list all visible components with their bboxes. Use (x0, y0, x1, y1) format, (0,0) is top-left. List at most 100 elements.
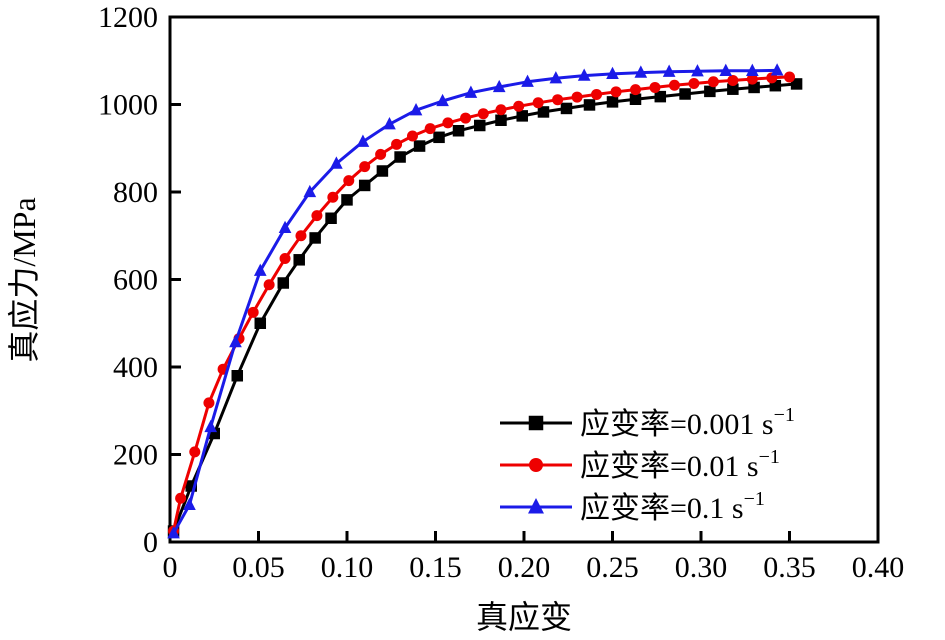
y-tick-label: 1000 (98, 89, 158, 122)
series-marker-1 (727, 74, 739, 86)
x-axis-title: 真应变 (476, 599, 572, 635)
y-tick-label: 200 (113, 439, 158, 472)
series-marker-1 (424, 123, 436, 135)
series-marker-2 (278, 220, 292, 234)
series-marker-0 (727, 83, 739, 95)
series-marker-0 (208, 427, 220, 440)
series-marker-0 (537, 106, 550, 118)
series-marker-0 (654, 90, 667, 103)
series-marker-0 (679, 88, 691, 100)
series-marker-2 (549, 71, 563, 84)
series-marker-1 (279, 253, 291, 264)
series-marker-1 (442, 117, 454, 129)
x-tick-label: 0.20 (498, 551, 551, 584)
series-marker-0 (293, 254, 305, 266)
series-marker-2 (229, 334, 242, 348)
series-marker-0 (474, 119, 486, 132)
series-marker-1 (247, 306, 259, 318)
series-marker-2 (204, 419, 218, 433)
series-marker-2 (577, 68, 591, 81)
series-marker-0 (358, 179, 371, 192)
x-tick-label: 0.15 (409, 551, 462, 584)
series-marker-2 (606, 66, 619, 80)
series-marker-1 (746, 73, 758, 85)
y-tick-label: 1200 (98, 1, 158, 34)
legend-marker-1 (529, 458, 543, 472)
series-marker-2 (303, 184, 317, 198)
series-marker-0 (394, 151, 406, 163)
series-marker-2 (770, 63, 784, 76)
series-marker-0 (231, 370, 244, 382)
series-marker-2 (492, 79, 506, 93)
x-tick-label: 0.05 (232, 551, 285, 584)
x-tick-label: 0.35 (763, 551, 816, 584)
series-marker-1 (406, 130, 418, 142)
series-marker-0 (629, 93, 642, 105)
series-marker-1 (203, 397, 215, 409)
series-marker-1 (688, 78, 700, 89)
series-marker-1 (391, 138, 403, 150)
series-marker-1 (649, 81, 661, 93)
series-marker-2 (383, 117, 396, 130)
series-marker-1 (311, 210, 323, 222)
series-marker-0 (185, 480, 197, 492)
x-tick-label: 0.30 (675, 551, 728, 584)
series-marker-2 (662, 64, 676, 77)
series-marker-0 (790, 78, 803, 90)
series-marker-0 (495, 114, 507, 126)
series-marker-1 (707, 76, 719, 88)
series-marker-1 (263, 279, 275, 291)
series-marker-0 (277, 277, 290, 289)
series-marker-2 (253, 263, 267, 276)
series-marker-0 (309, 232, 321, 244)
series-marker-2 (719, 63, 733, 76)
x-tick-label: 0.10 (321, 551, 374, 584)
legend-marker-0 (528, 415, 544, 431)
series-marker-0 (583, 99, 596, 111)
series-marker-2 (183, 497, 196, 510)
series-marker-0 (516, 110, 528, 122)
y-tick-label: 800 (113, 176, 158, 209)
x-tick-label: 0.40 (852, 551, 905, 584)
series-marker-0 (704, 85, 716, 98)
series-marker-1 (359, 161, 371, 173)
series-marker-0 (376, 165, 389, 177)
series-marker-0 (748, 81, 760, 94)
series-marker-1 (375, 148, 387, 160)
legend-label-superscript: −1 (759, 446, 780, 468)
series-marker-1 (295, 230, 307, 242)
y-tick-label: 600 (113, 264, 158, 297)
series-marker-0 (341, 194, 353, 206)
series-marker-2 (409, 103, 423, 116)
legend-label: 应变率=0.1 s−1 (580, 488, 765, 525)
series-marker-2 (167, 526, 180, 539)
legend-marker-2 (528, 498, 544, 514)
series-marker-0 (433, 131, 445, 144)
series-marker-0 (769, 79, 782, 92)
series-marker-0 (560, 102, 573, 115)
series-marker-1 (784, 71, 795, 83)
legend-label-superscript: −1 (744, 488, 765, 510)
series-marker-1 (189, 446, 201, 458)
y-tick-label: 400 (113, 351, 158, 384)
series-marker-1 (571, 91, 583, 103)
series-marker-1 (460, 112, 472, 124)
series-marker-1 (477, 108, 489, 120)
axes-frame (168, 15, 880, 544)
series-marker-2 (330, 156, 343, 169)
series-marker-1 (327, 191, 339, 203)
x-tick-label: 0 (163, 551, 178, 584)
legend-label: 应变率=0.01 s−1 (580, 446, 780, 483)
series-marker-1 (175, 492, 187, 504)
series-marker-2 (691, 64, 704, 77)
series-marker-2 (464, 85, 478, 98)
series-marker-1 (591, 88, 603, 100)
legend-label-superscript: −1 (774, 404, 795, 426)
series-marker-0 (254, 317, 267, 329)
x-tick-label: 0.25 (586, 551, 639, 584)
series-marker-2 (521, 74, 534, 87)
series-marker-0 (452, 125, 465, 137)
series-line-2 (172, 68, 779, 535)
plot-area: 0 0.05 0.10 0.15 0.20 0.25 0.30 0.35 0.40 0 200 400… (98, 1, 904, 584)
